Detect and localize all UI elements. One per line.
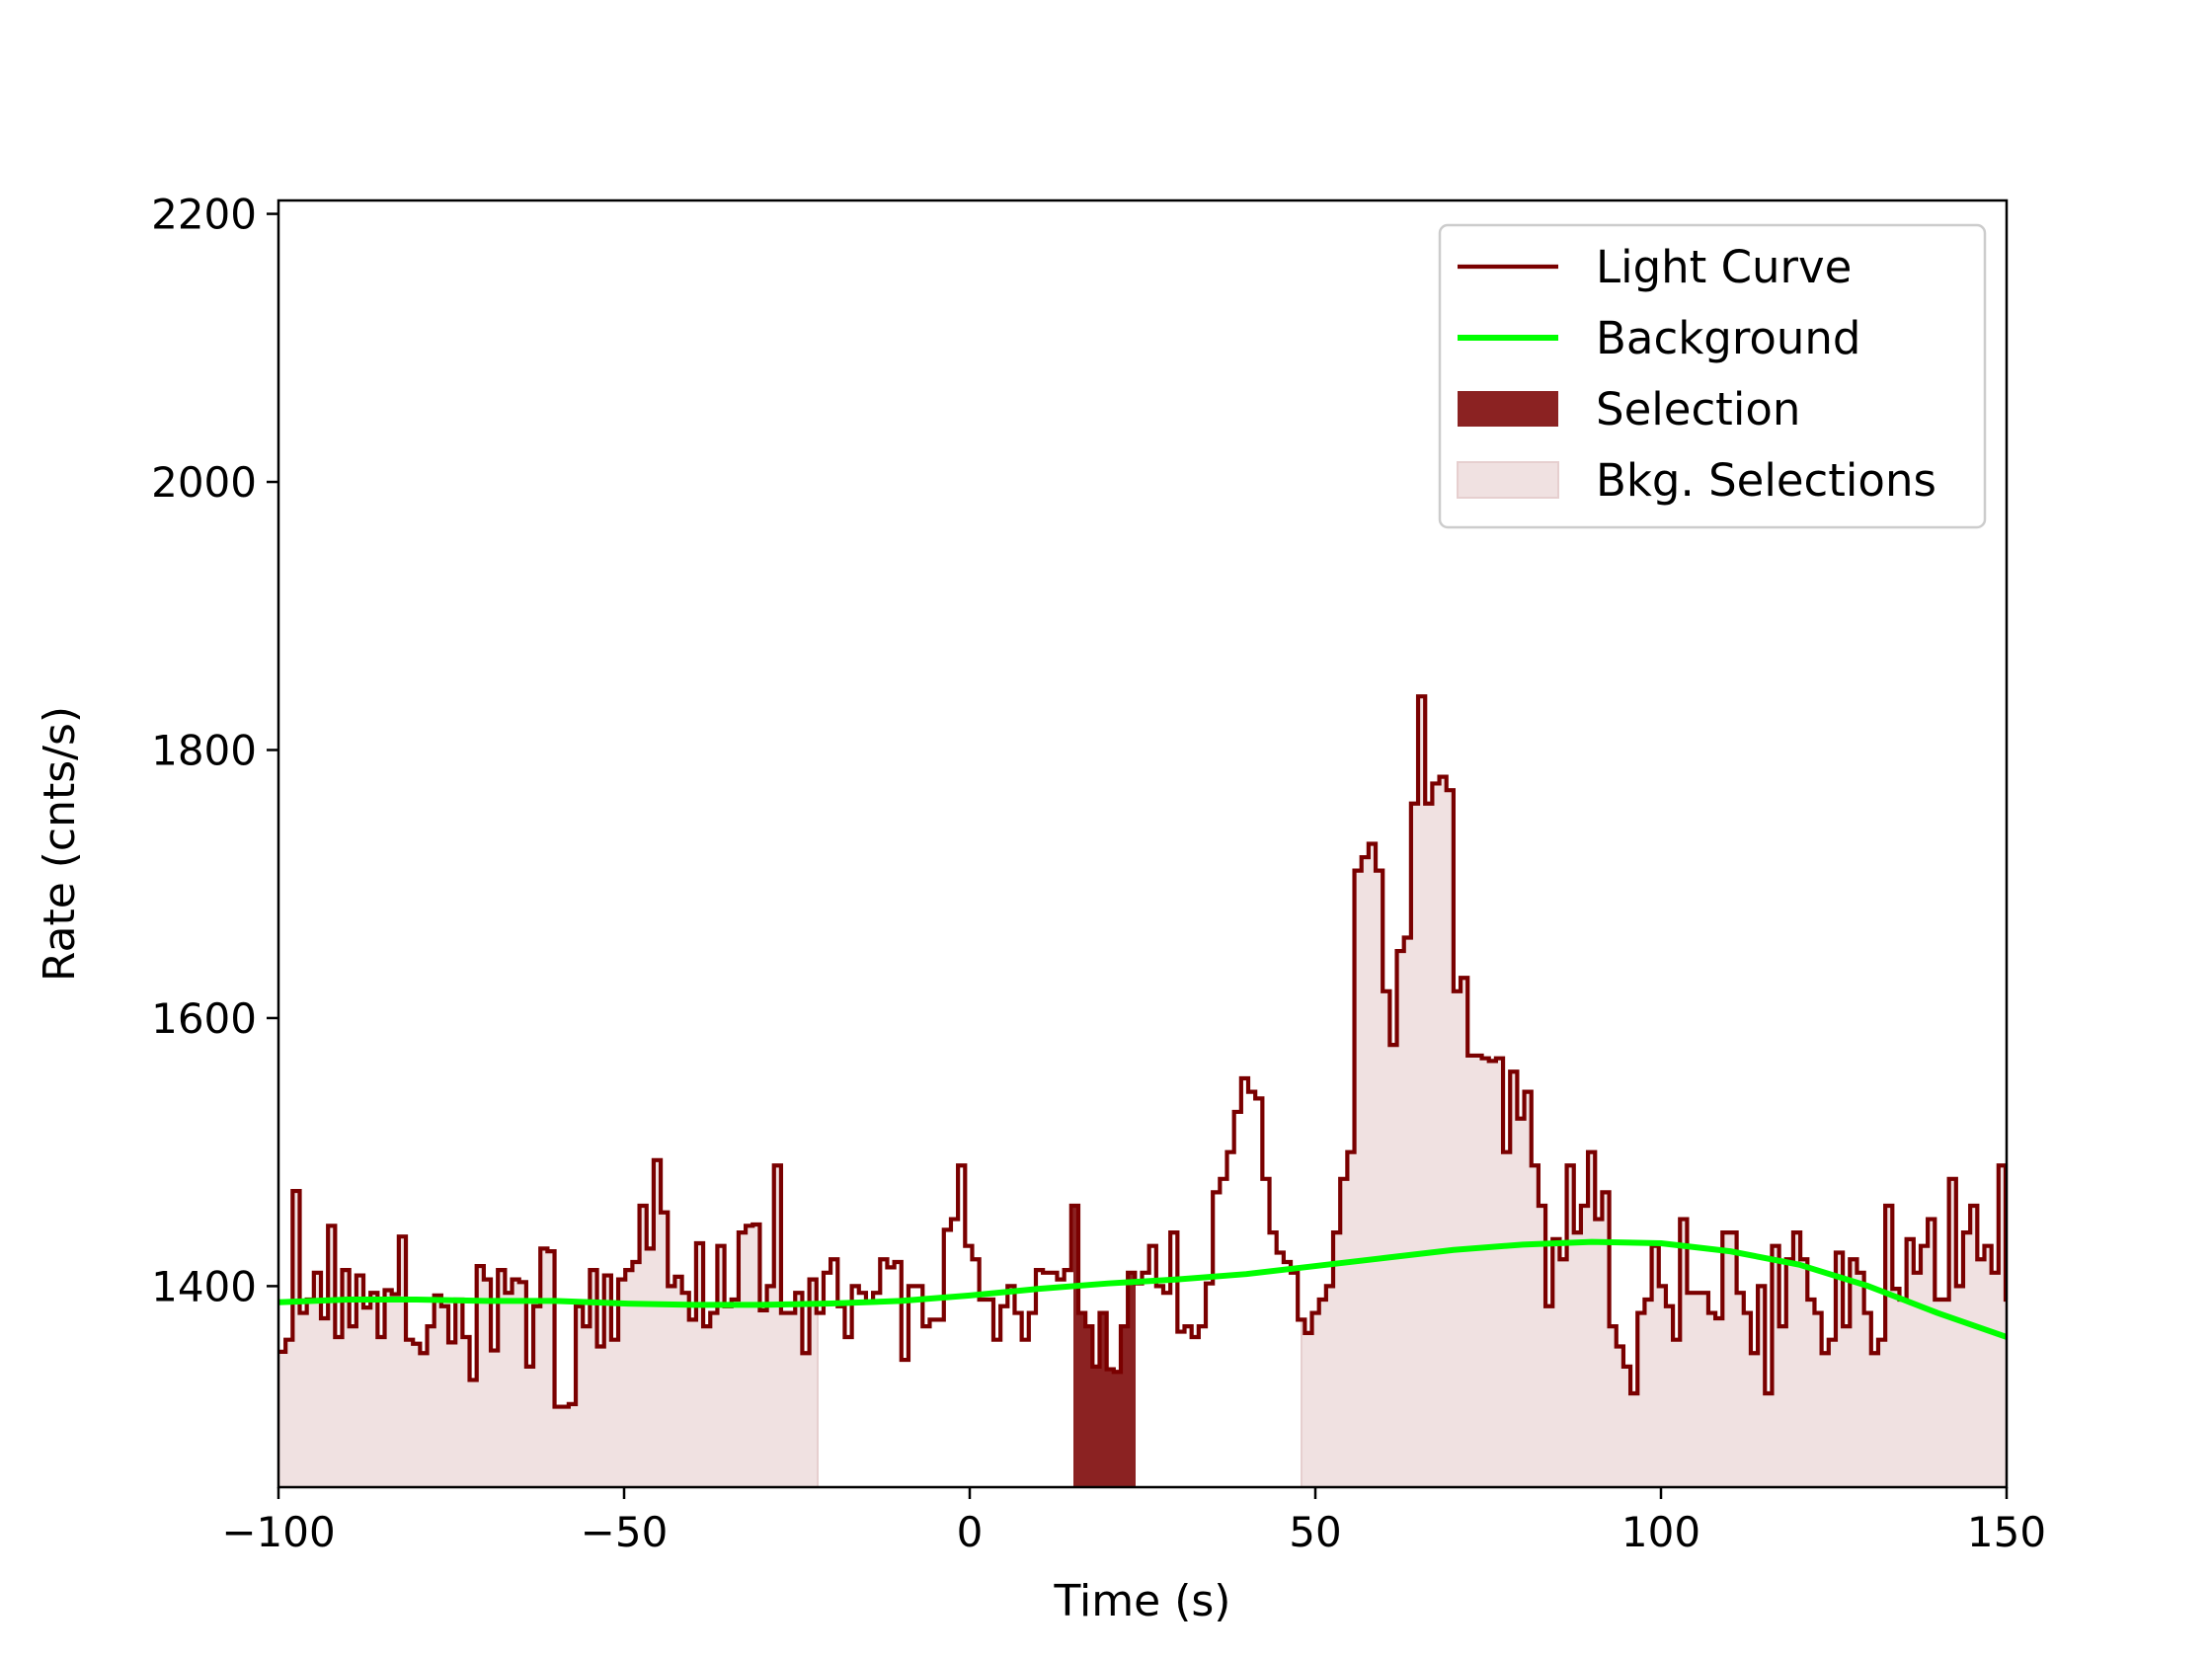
- y-tick-label: 1600: [151, 994, 257, 1043]
- legend-label-3: Selection: [1596, 383, 1800, 435]
- legend-swatch-3: [1458, 391, 1558, 427]
- light-curve-line: [278, 694, 2009, 1409]
- x-tick-label: 100: [1621, 1508, 1700, 1556]
- legend-label-2: Background: [1596, 312, 1860, 364]
- y-axis-label: Rate (cnts/s): [35, 706, 85, 982]
- selection-layer: [1073, 1205, 1136, 1487]
- legend-label-1: Light Curve: [1596, 241, 1852, 293]
- y-tick-label: 2000: [151, 458, 257, 507]
- background-layer: [277, 1238, 2008, 1340]
- x-tick-label: −50: [581, 1508, 669, 1556]
- x-tick-label: −100: [221, 1508, 335, 1556]
- background-line: [277, 1238, 2008, 1340]
- selection-area: [1073, 1205, 1136, 1487]
- x-axis-ticks: −100 −50 0 50 100 150: [221, 1487, 2046, 1556]
- y-tick-label: 1400: [151, 1262, 257, 1310]
- legend-swatch-4: [1457, 461, 1559, 499]
- x-axis-label: Time (s): [1054, 1576, 1231, 1626]
- y-tick-label: 1800: [151, 726, 257, 774]
- legend: Light Curve Background Selection Bkg. Selec…: [1438, 223, 1987, 529]
- light-curve-layer: [278, 694, 2009, 1409]
- x-tick-label: 150: [1967, 1508, 2046, 1556]
- x-tick-label: 50: [1289, 1508, 1341, 1556]
- legend-box: [1438, 223, 1987, 529]
- plot-frame: [276, 198, 2009, 1489]
- y-tick-label: 2200: [151, 191, 257, 239]
- y-axis-ticks: 1400 1600 1800 2000 2200: [151, 191, 278, 1310]
- x-tick-label: 0: [957, 1508, 984, 1556]
- legend-label-4: Bkg. Selections: [1596, 454, 1936, 507]
